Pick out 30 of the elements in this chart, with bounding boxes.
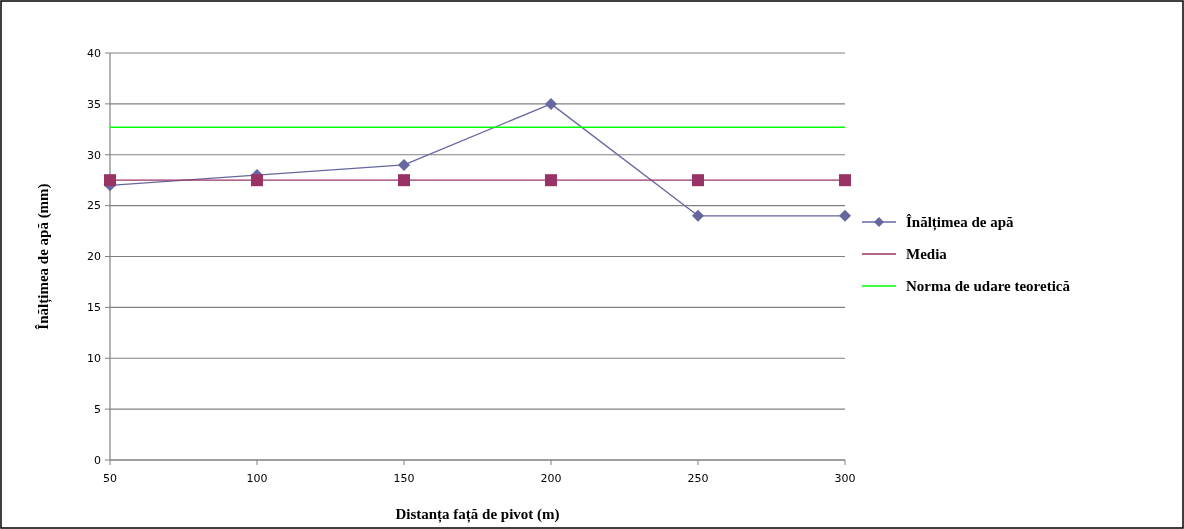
point	[251, 174, 263, 187]
point	[545, 97, 557, 110]
point	[545, 174, 557, 187]
y-tick-label: 30	[87, 148, 101, 162]
legend-label: Media	[906, 246, 948, 263]
y-tick-label: 40	[87, 46, 101, 60]
point	[839, 174, 851, 187]
point	[104, 174, 116, 187]
y-axis-title: Înălțimea de apă (mm)	[35, 183, 52, 330]
x-axis-title: Distanța față de pivot (m)	[395, 506, 560, 523]
y-tick-label: 15	[87, 301, 101, 315]
legend-label: Înălțimea de apă	[906, 214, 1014, 232]
y-tick-label: 0	[94, 453, 101, 467]
y-tick-label: 20	[87, 250, 101, 264]
point	[692, 209, 704, 222]
x-tick-label: 250	[687, 472, 709, 485]
x-tick-label: 100	[246, 472, 268, 485]
x-tick-label: 200	[540, 472, 562, 485]
y-tick-label: 10	[87, 352, 101, 366]
y-tick-label: 5	[94, 402, 101, 416]
y-tick-label: 35	[87, 97, 101, 111]
x-tick-label: 50	[103, 472, 117, 485]
point	[398, 174, 410, 187]
point	[839, 209, 851, 222]
point	[398, 158, 410, 171]
y-tick-label: 25	[87, 199, 101, 213]
legend-label: Norma de udare teoretică	[906, 278, 1071, 295]
x-tick-label: 300	[834, 472, 856, 485]
point	[692, 174, 704, 187]
x-tick-label: 150	[393, 472, 415, 485]
